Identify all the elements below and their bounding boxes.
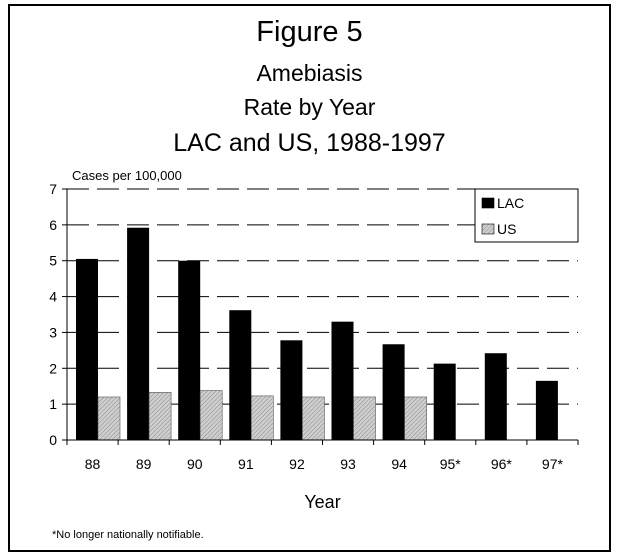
bar-us-88 — [97, 396, 121, 441]
legend-swatch-lac — [481, 197, 495, 209]
y-tick-label: 1 — [49, 396, 57, 412]
x-tick-label: 90 — [187, 456, 203, 472]
bar-us-90 — [199, 390, 223, 441]
figure-title: Figure 5 — [256, 16, 363, 48]
bar-us-92 — [302, 396, 325, 441]
bar-us-89 — [148, 392, 172, 441]
y-tick-label: 6 — [49, 217, 57, 233]
bar-lac-97 — [535, 380, 558, 440]
bar-lac-94 — [382, 344, 405, 440]
x-tick-label: 96* — [491, 456, 513, 472]
bar-lac-91 — [229, 310, 252, 440]
y-axis-label: Cases per 100,000 — [72, 168, 182, 183]
bar-us-94 — [404, 396, 427, 441]
figure-frame — [8, 4, 611, 552]
chart-subtitle-scope: LAC and US, 1988-1997 — [173, 129, 446, 157]
bar-lac-89 — [127, 227, 150, 440]
chart-subtitle-disease: Amebiasis — [256, 60, 363, 86]
x-tick-label: 92 — [289, 456, 305, 472]
bar-lac-88 — [76, 258, 98, 440]
footnote: *No longer nationally notifiable. — [52, 529, 204, 541]
legend-label-us: US — [497, 221, 516, 237]
x-tick-label: 97* — [542, 456, 564, 472]
bar-lac-96 — [484, 353, 507, 440]
x-tick-label: 89 — [136, 456, 152, 472]
x-tick-label: 94 — [391, 456, 407, 472]
y-tick-label: 7 — [49, 181, 57, 197]
x-axis-label: Year — [304, 492, 340, 512]
y-tick-label: 0 — [49, 432, 57, 448]
bar-lac-93 — [331, 321, 354, 440]
y-tick-label: 5 — [49, 253, 57, 269]
bar-us-93 — [353, 396, 376, 441]
y-tick-label: 3 — [49, 324, 57, 340]
y-tick-label: 4 — [49, 289, 57, 305]
bar-lac-92 — [280, 340, 303, 440]
x-tick-label: 88 — [85, 456, 101, 472]
legend-label-lac: LAC — [497, 195, 524, 211]
x-tick-label: 95* — [440, 456, 462, 472]
y-tick-label: 2 — [49, 360, 57, 376]
chart-subtitle-measure: Rate by Year — [243, 94, 376, 120]
legend-swatch-us — [481, 223, 495, 235]
x-tick-label: 93 — [340, 456, 356, 472]
bar-lac-90 — [178, 260, 201, 440]
bar-us-91 — [251, 395, 274, 441]
bar-lac-95 — [433, 363, 456, 440]
x-tick-label: 91 — [238, 456, 254, 472]
